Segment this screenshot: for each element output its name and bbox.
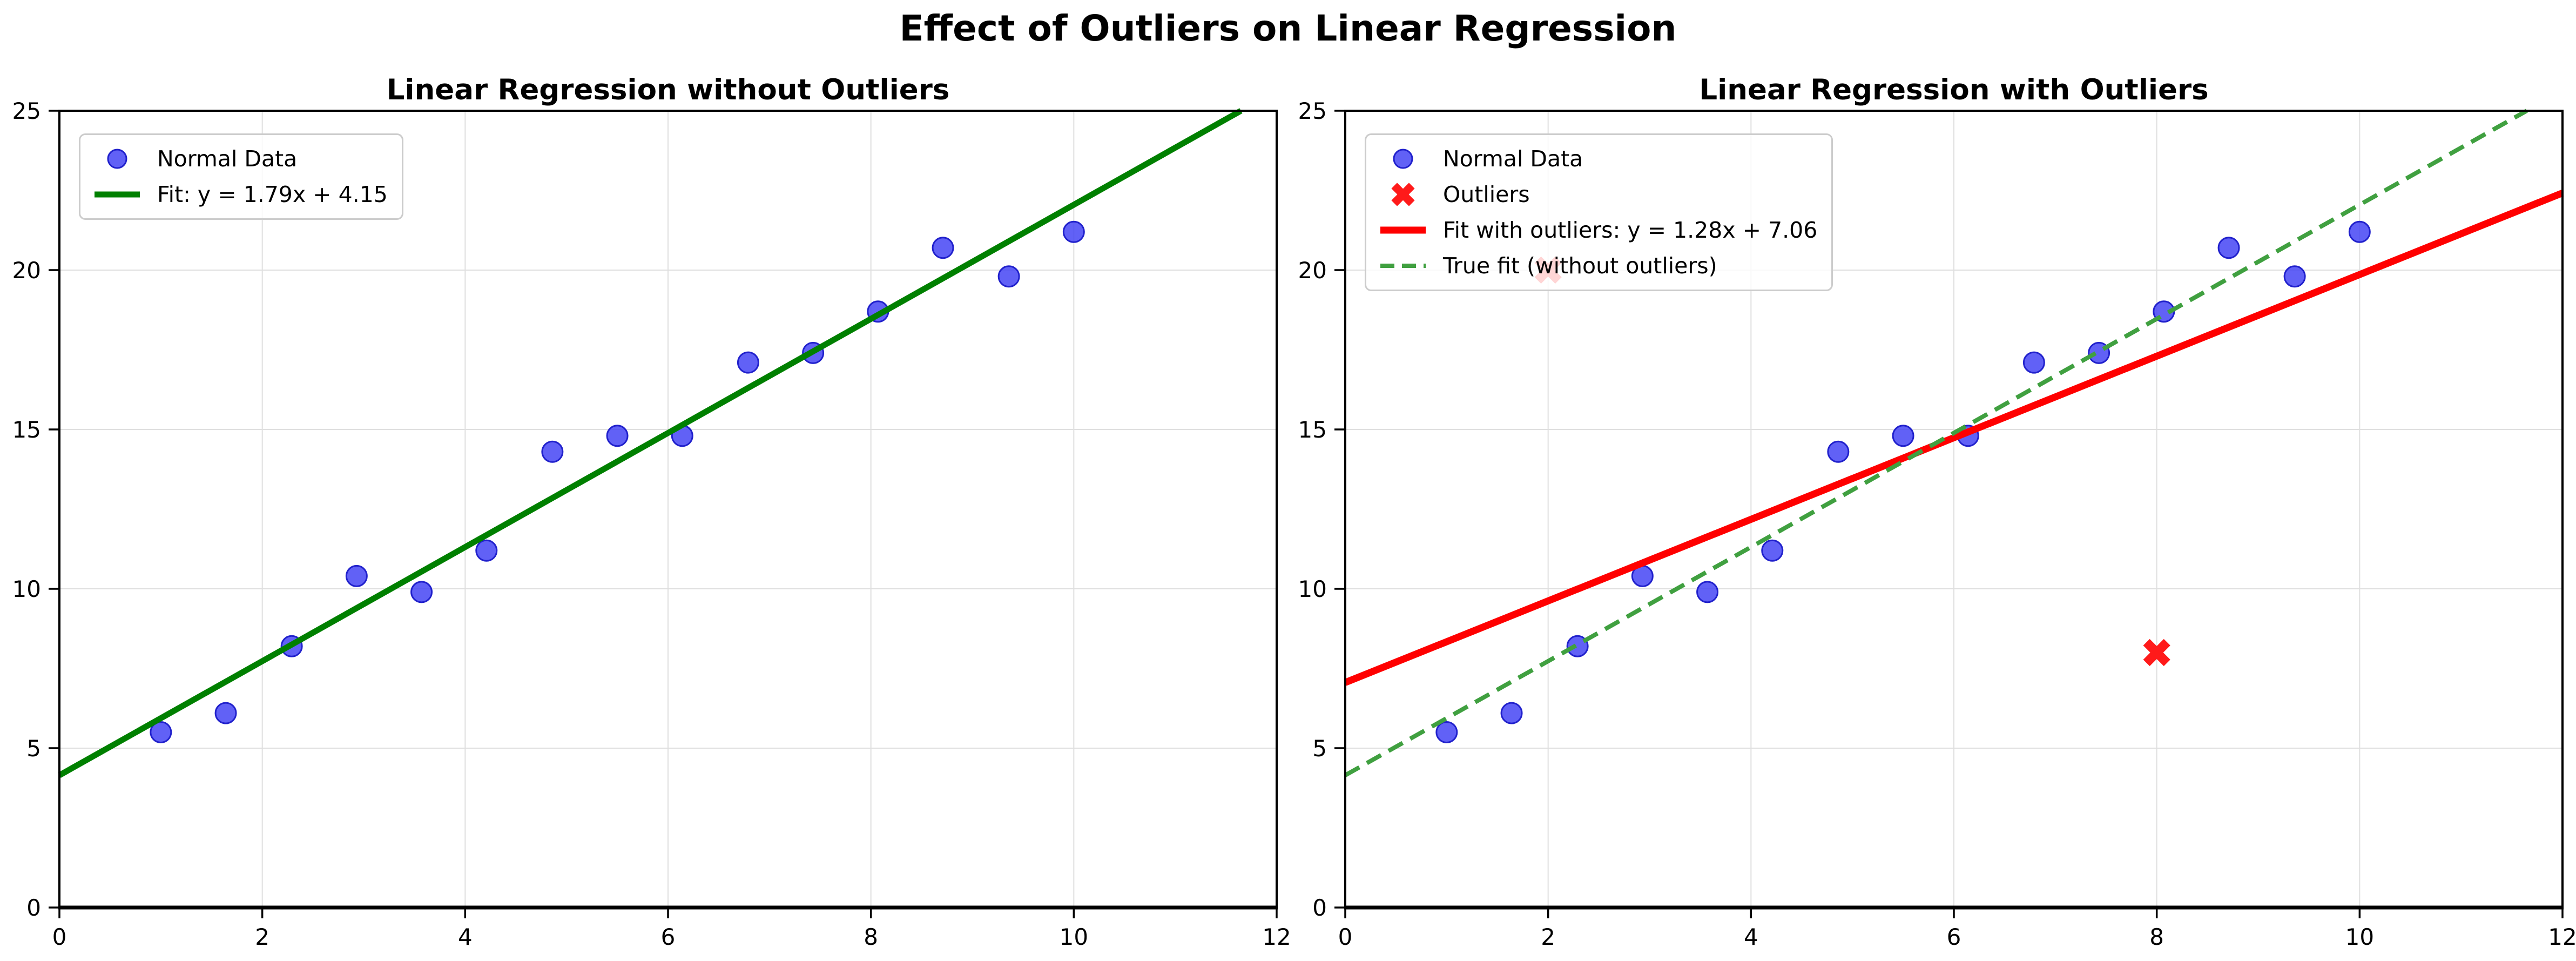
data-point <box>1500 702 1523 724</box>
x-tick-label: 0 <box>1338 924 1353 950</box>
legend-item: Normal Data <box>90 144 388 174</box>
x-tick-label: 8 <box>864 924 878 950</box>
data-point <box>214 702 237 724</box>
x-marker-icon <box>1391 183 1415 206</box>
x-tick-label: 12 <box>2548 924 2576 950</box>
y-tick-label: 10 <box>12 576 41 602</box>
data-point <box>1062 220 1085 243</box>
y-tick-label: 15 <box>12 416 41 443</box>
y-tick-label: 15 <box>1298 416 1327 443</box>
x-tick-label: 2 <box>255 924 269 950</box>
x-tick-label: 4 <box>458 924 473 950</box>
outlier-point <box>2143 639 2170 667</box>
legend-item: True fit (without outliers) <box>1376 251 1817 281</box>
y-tick-label: 5 <box>1312 735 1327 762</box>
legend-item: Fit: y = 1.79x + 4.15 <box>90 179 388 210</box>
y-tick-label: 20 <box>1298 257 1327 284</box>
legend-label: Outliers <box>1443 182 1530 207</box>
legend-item: Outliers <box>1376 179 1817 210</box>
x-tick-label: 6 <box>1947 924 1961 950</box>
legend-label: Normal Data <box>157 146 298 172</box>
x-tick-label: 10 <box>2345 924 2374 950</box>
y-tick-label: 25 <box>12 98 41 124</box>
legend-label: True fit (without outliers) <box>1443 253 1717 279</box>
circle-marker-icon <box>107 149 127 169</box>
legend-swatch <box>1380 264 1426 268</box>
x-tick-label: 4 <box>1744 924 1758 950</box>
legend-label: Normal Data <box>1443 146 1583 172</box>
data-point <box>1696 581 1719 603</box>
x-tick-label: 10 <box>1060 924 1088 950</box>
legend-swatch <box>1391 183 1415 206</box>
figure-title: Effect of Outliers on Linear Regression <box>899 8 1677 49</box>
data-point <box>410 581 433 603</box>
right-plot-title: Linear Regression with Outliers <box>1699 73 2209 106</box>
data-point <box>932 237 954 259</box>
data-point <box>1566 635 1589 657</box>
left-plot-title: Linear Regression without Outliers <box>386 73 950 106</box>
x-tick-label: 2 <box>1541 924 1555 950</box>
legend-item: Fit with outliers: y = 1.28x + 7.06 <box>1376 215 1817 245</box>
data-point <box>345 564 368 587</box>
data-point <box>2217 237 2240 259</box>
data-point <box>150 721 172 743</box>
fit-line <box>58 108 1243 778</box>
y-tick-label: 5 <box>26 735 41 762</box>
legend-swatch <box>107 149 127 169</box>
data-point <box>2283 265 2306 288</box>
legend-label: Fit: y = 1.79x + 4.15 <box>157 182 388 207</box>
data-point <box>475 539 498 562</box>
data-point <box>2022 351 2045 374</box>
y-tick-label: 25 <box>1298 98 1327 124</box>
legend-swatch <box>1393 149 1413 169</box>
data-point <box>1435 721 1458 743</box>
y-tick-label: 0 <box>1312 895 1327 921</box>
legend-swatch <box>1380 226 1426 234</box>
data-point <box>606 425 629 447</box>
legend-item: Normal Data <box>1376 144 1817 174</box>
circle-marker-icon <box>1393 149 1413 169</box>
data-point <box>737 351 759 374</box>
x-tick-label: 8 <box>2149 924 2164 950</box>
y-tick-label: 10 <box>1298 576 1327 602</box>
legend-label: Fit with outliers: y = 1.28x + 7.06 <box>1443 217 1818 243</box>
true-fit-line <box>1344 109 2528 777</box>
data-point <box>2348 220 2371 243</box>
y-tick-label: 20 <box>12 257 41 284</box>
data-point <box>1892 425 1914 447</box>
fit-line <box>1344 190 2564 686</box>
data-point <box>1827 440 1850 463</box>
right-plot-legend: Normal Data Outliers Fit with outliers: y … <box>1365 133 1833 291</box>
legend-swatch <box>95 191 140 198</box>
left-plot-legend: Normal Data Fit: y = 1.79x + 4.15 <box>79 133 403 220</box>
x-tick-label: 12 <box>1262 924 1291 950</box>
data-point <box>997 265 1020 288</box>
data-point <box>541 440 564 463</box>
x-tick-label: 6 <box>661 924 676 950</box>
x-tick-label: 0 <box>52 924 67 950</box>
y-tick-label: 0 <box>26 895 41 921</box>
data-point <box>1761 539 1784 562</box>
